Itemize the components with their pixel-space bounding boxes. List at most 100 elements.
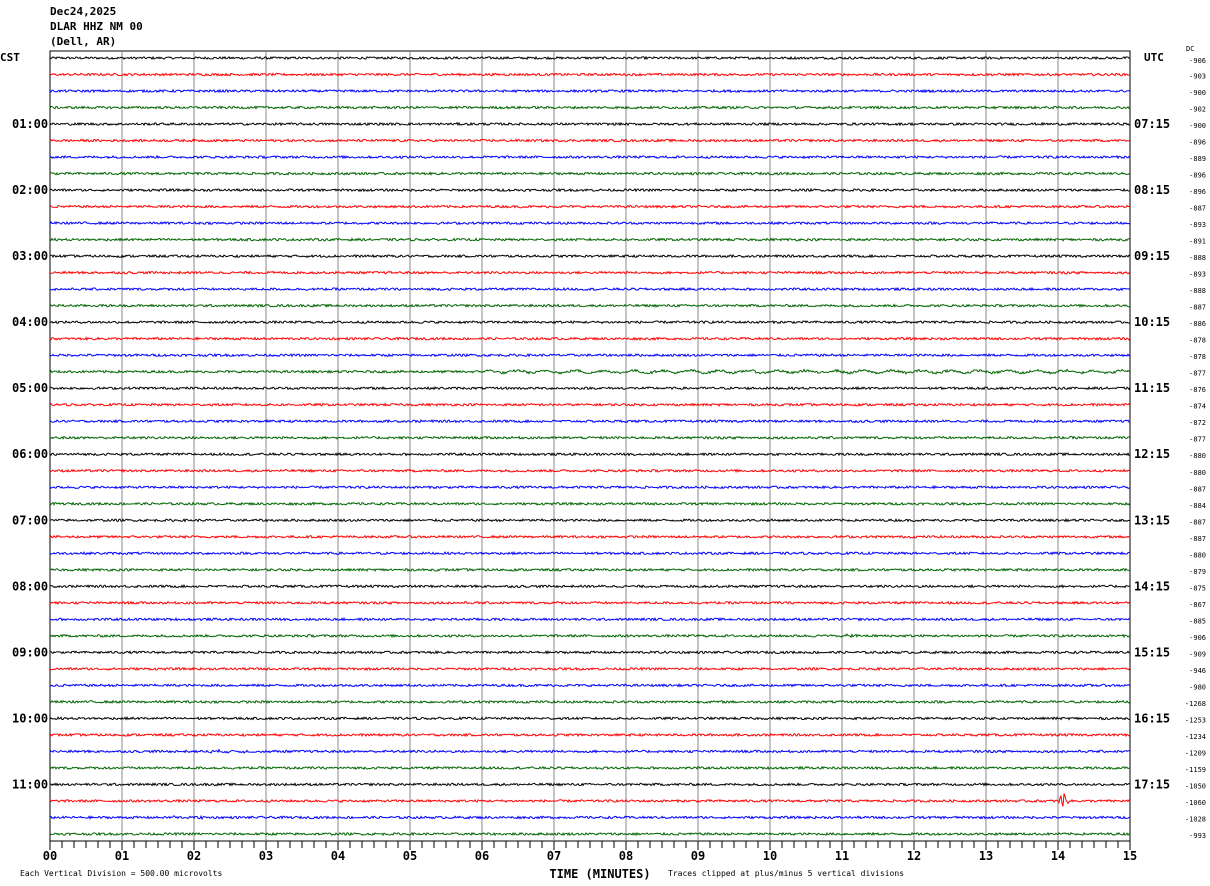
location-label: (Dell, AR)	[50, 35, 117, 48]
dc-offset-label: -1060	[1185, 799, 1206, 807]
dc-offset-label: -1268	[1185, 700, 1206, 708]
seismic-trace	[49, 154, 1131, 160]
utc-time-label: 13:15	[1134, 513, 1170, 527]
dc-offset-label: -893	[1189, 221, 1206, 229]
utc-time-label: 07:15	[1134, 117, 1170, 131]
seismic-trace	[49, 831, 1131, 837]
seismic-trace	[49, 270, 1131, 275]
x-tick-label: 05	[403, 849, 417, 863]
seismic-trace	[49, 451, 1131, 457]
seismic-trace	[49, 650, 1131, 655]
seismic-trace	[49, 352, 1131, 358]
utc-time-label: 11:15	[1134, 381, 1170, 395]
seismic-trace	[49, 793, 1131, 807]
x-axis-title: TIME (MINUTES)	[549, 867, 650, 881]
dc-offset-label: -980	[1189, 683, 1206, 691]
seismic-trace	[49, 88, 1130, 94]
x-tick-label: 03	[259, 849, 273, 863]
dc-offset-label: -1253	[1185, 716, 1206, 724]
cst-time-label: 09:00	[12, 645, 48, 659]
dc-offset-label: -896	[1189, 172, 1206, 180]
dc-offset-label: -891	[1189, 238, 1206, 246]
seismic-trace	[49, 716, 1130, 721]
cst-time-label: 10:00	[12, 711, 48, 725]
dc-offset-label: -876	[1189, 386, 1206, 394]
dc-offset-label: -874	[1189, 403, 1206, 411]
x-tick-label: 02	[187, 849, 201, 863]
dc-offset-label: -1209	[1185, 749, 1206, 757]
seismic-trace	[49, 666, 1131, 672]
cst-time-label: 11:00	[12, 777, 48, 791]
dc-offset-label: -886	[1189, 320, 1206, 328]
seismic-trace	[49, 368, 1131, 376]
dc-offset-label: -909	[1189, 650, 1206, 658]
seismic-trace	[49, 617, 1131, 622]
dc-offset-label: -906	[1189, 57, 1206, 65]
seismic-trace	[49, 72, 1131, 77]
dc-offset-label: -946	[1189, 667, 1206, 675]
seismic-trace	[49, 303, 1131, 308]
seismic-trace	[49, 253, 1131, 259]
seismic-trace	[49, 55, 1131, 61]
x-tick-label: 11	[835, 849, 849, 863]
utc-time-label: 09:15	[1134, 249, 1170, 263]
dc-offset-label: -896	[1189, 139, 1206, 147]
cst-time-label: 04:00	[12, 315, 48, 329]
x-tick-label: 15	[1123, 849, 1137, 863]
dc-offset-label: -1050	[1185, 782, 1206, 790]
dc-offset-label: -884	[1189, 502, 1206, 510]
dc-offset-label: -880	[1189, 551, 1206, 559]
dc-offset-label: -887	[1189, 304, 1206, 312]
dc-offset-label: -878	[1189, 337, 1206, 345]
dc-offset-label: -1028	[1185, 815, 1206, 823]
seismic-trace	[49, 435, 1131, 440]
dc-offset-label: -900	[1189, 89, 1206, 97]
seismic-trace	[49, 682, 1131, 688]
dc-title: DC	[1186, 45, 1194, 53]
seismic-trace	[49, 336, 1131, 342]
cst-time-label: 06:00	[12, 447, 48, 461]
utc-time-label: 12:15	[1134, 447, 1170, 461]
seismic-trace	[49, 782, 1131, 787]
seismic-trace	[49, 814, 1131, 821]
cst-time-label: 01:00	[12, 117, 48, 131]
dc-offset-label: -887	[1189, 518, 1206, 526]
x-tick-label: 00	[43, 849, 57, 863]
dc-offset-label: -877	[1189, 436, 1206, 444]
x-tick-label: 14	[1051, 849, 1065, 863]
utc-time-label: 08:15	[1134, 183, 1170, 197]
seismic-trace	[49, 600, 1131, 606]
dc-offset-label: -993	[1189, 832, 1206, 840]
seismic-trace	[49, 484, 1131, 490]
cst-time-label: 07:00	[12, 513, 48, 527]
seismic-trace	[49, 501, 1131, 507]
dc-offset-label: -903	[1189, 73, 1206, 81]
station-label: DLAR HHZ NM 00	[50, 20, 143, 33]
seismic-trace	[49, 732, 1131, 738]
dc-offset-label: -867	[1189, 601, 1206, 609]
dc-offset-label: -888	[1189, 287, 1206, 295]
dc-offset-label: -888	[1189, 254, 1206, 262]
seismic-trace	[49, 286, 1131, 292]
x-tick-label: 04	[331, 849, 345, 863]
seismic-trace	[49, 138, 1131, 143]
seismic-trace	[49, 320, 1131, 325]
seismic-trace	[49, 584, 1131, 589]
dc-offset-label: -887	[1189, 205, 1206, 213]
dc-offset-label: -880	[1189, 452, 1206, 460]
cst-time-label: 05:00	[12, 381, 48, 395]
dc-offset-label: -877	[1189, 370, 1206, 378]
seismic-trace	[49, 418, 1131, 424]
utc-title: UTC	[1144, 51, 1164, 64]
seismic-trace	[49, 171, 1131, 176]
plot-frame	[49, 50, 1131, 842]
seismic-trace	[49, 748, 1131, 754]
seismic-trace	[49, 765, 1131, 771]
seismic-trace	[49, 402, 1131, 407]
x-tick-label: 08	[619, 849, 633, 863]
dc-offset-label: -887	[1189, 535, 1206, 543]
utc-time-label: 17:15	[1134, 777, 1170, 791]
seismic-trace	[49, 121, 1131, 127]
clip-note: Traces clipped at plus/minus 5 vertical …	[668, 869, 904, 878]
seismic-trace	[49, 468, 1131, 473]
